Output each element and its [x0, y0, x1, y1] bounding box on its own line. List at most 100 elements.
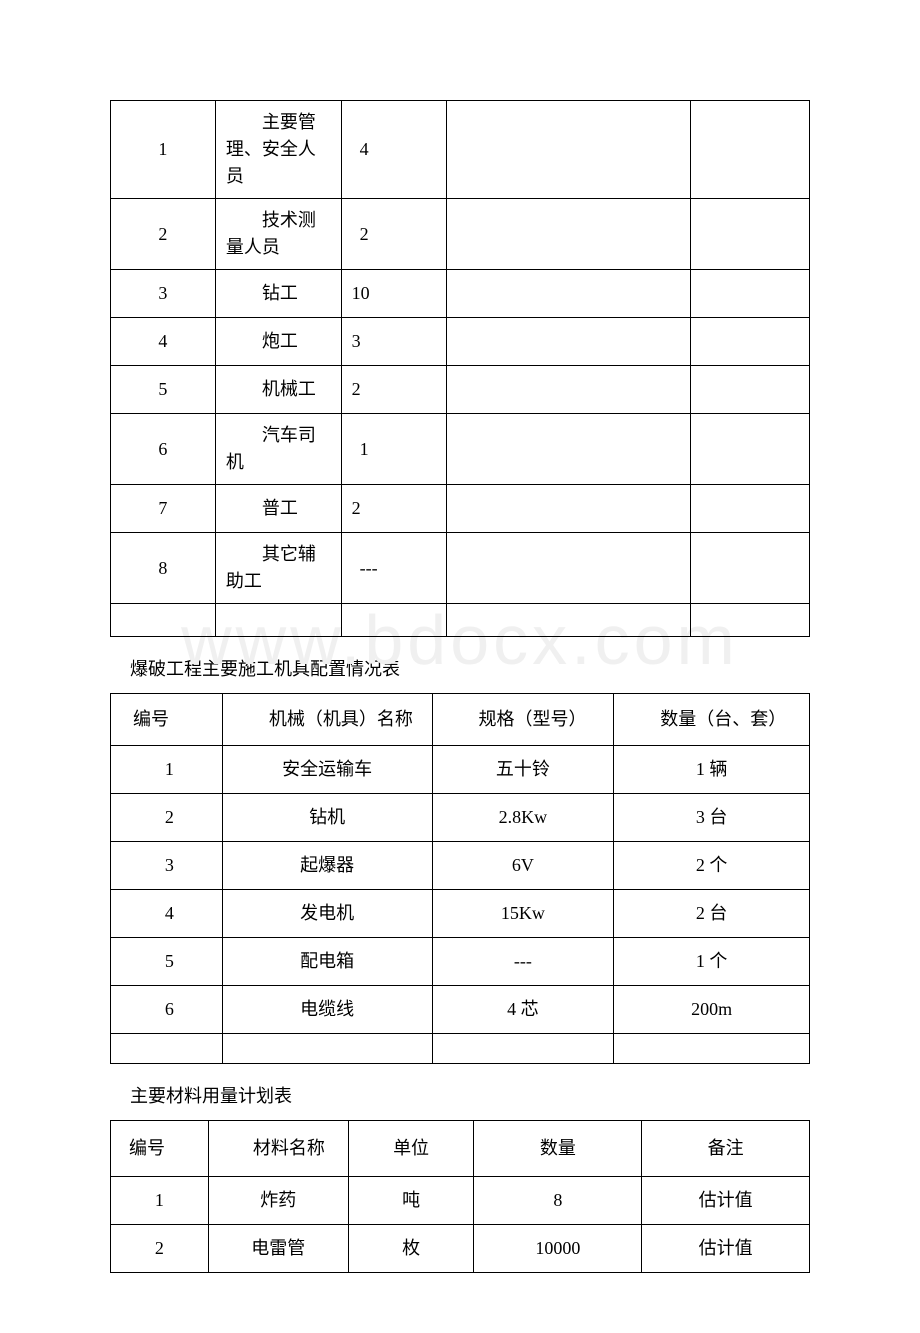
- table-cell: 电雷管: [208, 1225, 348, 1273]
- table-cell: 安全运输车: [222, 746, 432, 794]
- table-cell: [691, 533, 810, 604]
- table-cell: [446, 101, 691, 199]
- table-cell: 8: [111, 533, 216, 604]
- table-cell: 2 个: [614, 842, 810, 890]
- table-row: 8其它辅助工---: [111, 533, 810, 604]
- table-cell: 2.8Kw: [432, 794, 614, 842]
- table-header-row: 编号机械（机具）名称规格（型号） 数量（台、套）: [111, 694, 810, 746]
- role-label: 主要管理、安全人员: [226, 109, 331, 190]
- table-cell: 1: [111, 101, 216, 199]
- table-cell: 6: [111, 986, 223, 1034]
- table-row: 4发电机15Kw2 台: [111, 890, 810, 938]
- table-cell: 钻机: [222, 794, 432, 842]
- table-header-cell: 机械（机具）名称: [222, 694, 432, 746]
- table-cell: [691, 604, 810, 637]
- table-header-row: 编号材料名称单位数量备注: [111, 1121, 810, 1177]
- table-cell: 3 台: [614, 794, 810, 842]
- table-cell: 6V: [432, 842, 614, 890]
- table-cell: 8: [474, 1177, 642, 1225]
- table-row: [111, 604, 810, 637]
- table-cell: [222, 1034, 432, 1064]
- table-cell: 5: [111, 366, 216, 414]
- table-cell: 电缆线: [222, 986, 432, 1034]
- table-cell: 10000: [474, 1225, 642, 1273]
- table-cell: 7: [111, 485, 216, 533]
- materials-table: 编号材料名称单位数量备注1炸药吨8估计值2电雷管枚10000估计值: [110, 1120, 810, 1273]
- table-cell: 炮工: [215, 318, 341, 366]
- table-row: 3起爆器6V2 个: [111, 842, 810, 890]
- table-row: 1炸药吨8估计值: [111, 1177, 810, 1225]
- table-cell: 2: [111, 1225, 209, 1273]
- table-cell: [691, 485, 810, 533]
- table-cell: 15Kw: [432, 890, 614, 938]
- role-label: 汽车司机: [226, 422, 331, 476]
- table-cell: 其它辅助工: [215, 533, 341, 604]
- table-cell: 5: [111, 938, 223, 986]
- table-cell: 6: [111, 414, 216, 485]
- table-cell: [691, 366, 810, 414]
- table-cell: [111, 1034, 223, 1064]
- table-row: 6汽车司机1: [111, 414, 810, 485]
- table-row: 4炮工3: [111, 318, 810, 366]
- role-label: 钻工: [226, 280, 331, 307]
- header-label: 机械（机具）名称: [233, 706, 422, 733]
- table-header-cell: 单位: [348, 1121, 474, 1177]
- table-cell: 估计值: [642, 1225, 810, 1273]
- table-cell: 钻工: [215, 270, 341, 318]
- table-cell: 吨: [348, 1177, 474, 1225]
- table-cell: 五十铃: [432, 746, 614, 794]
- table-cell: [446, 318, 691, 366]
- table-cell: 4 芯: [432, 986, 614, 1034]
- table-cell: 配电箱: [222, 938, 432, 986]
- role-label: 技术测量人员: [226, 207, 331, 261]
- section-title-equipment: 爆破工程主要施工机具配置情况表: [130, 655, 810, 681]
- role-label: 机械工: [226, 376, 331, 403]
- table-row: [111, 1034, 810, 1064]
- table-cell: 2: [341, 199, 446, 270]
- table-cell: 2: [111, 199, 216, 270]
- table-row: 7普工2: [111, 485, 810, 533]
- table-cell: ---: [432, 938, 614, 986]
- equipment-table: 编号机械（机具）名称规格（型号）数量（台、套）1安全运输车五十铃1 辆2钻机2.…: [110, 693, 810, 1064]
- table-cell: 2 台: [614, 890, 810, 938]
- table-cell: [446, 414, 691, 485]
- table-cell: [446, 533, 691, 604]
- header-label: 数量（台、套）: [624, 706, 799, 733]
- table-cell: 4: [341, 101, 446, 199]
- header-label: 规格（型号）: [443, 706, 604, 733]
- table-cell: 200m: [614, 986, 810, 1034]
- table-row: 2钻机2.8Kw3 台: [111, 794, 810, 842]
- table-cell: 普工: [215, 485, 341, 533]
- table-cell: 2: [111, 794, 223, 842]
- table-cell: 10: [341, 270, 446, 318]
- table-cell: [341, 604, 446, 637]
- table-header-cell: 数量: [474, 1121, 642, 1177]
- table-cell: 3: [111, 842, 223, 890]
- table-row: 1安全运输车五十铃1 辆: [111, 746, 810, 794]
- table-cell: [446, 366, 691, 414]
- table-cell: [446, 199, 691, 270]
- table-header-cell: 编号: [111, 694, 223, 746]
- table-cell: 1: [111, 746, 223, 794]
- section-title-materials: 主要材料用量计划表: [130, 1082, 810, 1108]
- table-row: 1主要管理、安全人员4: [111, 101, 810, 199]
- table-cell: 起爆器: [222, 842, 432, 890]
- table-cell: [446, 604, 691, 637]
- table-row: 2电雷管枚10000估计值: [111, 1225, 810, 1273]
- table-cell: 1 辆: [614, 746, 810, 794]
- table-cell: 1: [341, 414, 446, 485]
- table-cell: 4: [111, 318, 216, 366]
- materials-tbody: 编号材料名称单位数量备注1炸药吨8估计值2电雷管枚10000估计值: [111, 1121, 810, 1273]
- table-cell: [446, 270, 691, 318]
- table-cell: 发电机: [222, 890, 432, 938]
- table-row: 5配电箱---1 个: [111, 938, 810, 986]
- table-cell: 1: [111, 1177, 209, 1225]
- table-cell: 3: [111, 270, 216, 318]
- table-cell: [446, 485, 691, 533]
- table-cell: 主要管理、安全人员: [215, 101, 341, 199]
- equipment-tbody: 编号机械（机具）名称规格（型号）数量（台、套）1安全运输车五十铃1 辆2钻机2.…: [111, 694, 810, 1064]
- table-row: 3 钻工 10: [111, 270, 810, 318]
- table-cell: [432, 1034, 614, 1064]
- table-row: 5机械工2: [111, 366, 810, 414]
- table-header-cell: 编号: [111, 1121, 209, 1177]
